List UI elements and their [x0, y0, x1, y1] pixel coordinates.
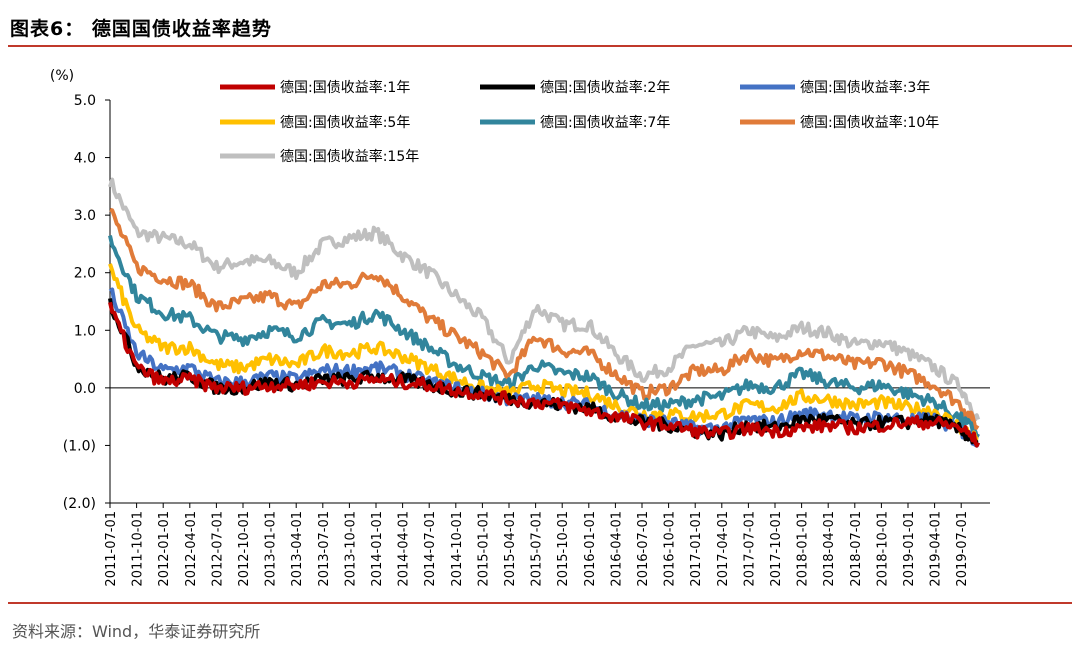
x-tick-label: 2015-04-01 [503, 511, 518, 587]
y-tick-label: 4.0 [74, 151, 96, 167]
series-line-1 [108, 301, 981, 448]
x-tick-label: 2018-01-01 [796, 511, 811, 587]
x-tick-label: 2016-01-01 [583, 511, 598, 587]
x-tick-label: 2012-07-01 [210, 511, 225, 587]
y-tick-label: 1.0 [74, 323, 96, 339]
x-tick-label: 2017-10-01 [769, 511, 784, 587]
y-tick-label: (2.0) [63, 496, 96, 512]
y-tick-label: 0.0 [74, 381, 96, 397]
x-tick-label: 2015-10-01 [556, 511, 571, 587]
legend: 德国:国债收益率:1年 德国:国债收益率:2年 德国:国债收益率:3年德国:国债收益… [220, 79, 939, 165]
x-tick-label: 2015-07-01 [530, 511, 545, 587]
y-tick-label: 3.0 [74, 208, 96, 224]
x-tick-label: 2013-07-01 [317, 511, 332, 587]
x-tick-label: 2012-10-01 [237, 511, 252, 587]
footer-divider [8, 602, 1072, 604]
y-tick-label: (1.0) [63, 438, 96, 454]
yield-chart: (%)5.0 4.0 3.0 2.0 1.0 0.0 (1.0) (2.0) 2011-07-0… [50, 68, 990, 587]
legend-label: 德国:国债收益率:2年 [540, 79, 670, 96]
source-note: 资料来源：Wind，华泰证券研究所 [12, 622, 261, 641]
series-line-5 [108, 235, 980, 439]
x-tick-label: 2019-01-01 [902, 511, 917, 587]
x-tick-label: 2011-07-01 [104, 511, 119, 587]
series-lines [108, 177, 981, 448]
series-line-4 [108, 263, 979, 442]
x-tick-label: 2014-04-01 [397, 511, 412, 587]
x-tick-label: 2012-04-01 [184, 511, 199, 587]
x-tick-label: 2017-07-01 [742, 511, 757, 587]
y-tick-label: 5.0 [74, 93, 96, 109]
axes: (%)5.0 4.0 3.0 2.0 1.0 0.0 (1.0) (2.0) 2011-07-0… [50, 68, 990, 587]
x-tick-label: 2018-07-01 [849, 511, 864, 587]
x-tick-label: 2019-04-01 [929, 511, 944, 587]
chart-title: 图表6： 德国国债收益率趋势 [10, 18, 272, 40]
x-tick-label: 2014-07-01 [423, 511, 438, 587]
x-tick-label: 2017-01-01 [689, 511, 704, 587]
legend-label: 德国:国债收益率:15年 [280, 148, 419, 165]
y-tick-label: 2.0 [74, 266, 96, 282]
x-tick-label: 2015-01-01 [476, 511, 491, 587]
x-tick-label: 2013-04-01 [290, 511, 305, 587]
x-tick-label: 2018-04-01 [822, 511, 837, 587]
series-line-6 [109, 207, 980, 431]
x-tick-label: 2014-10-01 [450, 511, 465, 587]
x-tick-label: 2019-07-01 [955, 511, 970, 587]
x-tick-label: 2013-10-01 [343, 511, 358, 587]
legend-label: 德国:国债收益率:7年 [540, 114, 670, 131]
legend-label: 德国:国债收益率:1年 [280, 79, 410, 96]
x-tick-label: 2014-01-01 [370, 511, 385, 587]
x-tick-label: 2018-10-01 [875, 511, 890, 587]
legend-label: 德国:国债收益率:5年 [280, 114, 410, 131]
series-line-7 [108, 177, 981, 422]
x-tick-label: 2016-07-01 [636, 511, 651, 587]
x-tick-label: 2016-04-01 [609, 511, 624, 587]
x-tick-label: 2012-01-01 [157, 511, 172, 587]
title-divider [8, 45, 1072, 47]
x-tick-label: 2016-10-01 [663, 511, 678, 587]
x-tick-label: 2017-04-01 [716, 511, 731, 587]
x-tick-label: 2011-10-01 [131, 511, 146, 587]
x-tick-label: 2013-01-01 [264, 511, 279, 587]
legend-label: 德国:国债收益率:3年 [800, 79, 930, 96]
y-unit-label: (%) [50, 68, 74, 84]
legend-label: 德国:国债收益率:10年 [800, 114, 939, 131]
